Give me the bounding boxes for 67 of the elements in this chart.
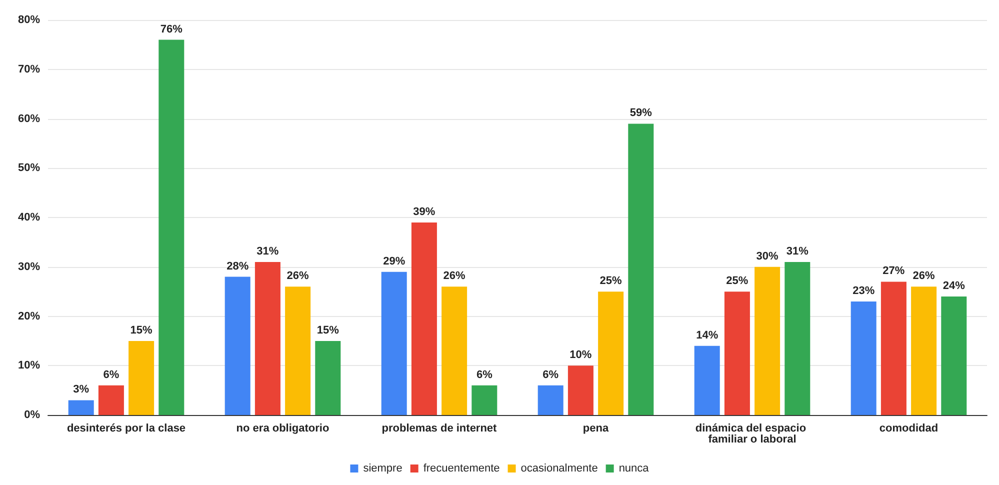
data-label: 27% [882, 265, 905, 278]
data-label: 24% [942, 280, 966, 292]
legend-label: siempre [363, 462, 402, 474]
data-label: 6% [476, 368, 493, 381]
bar [941, 296, 967, 415]
data-label: 76% [160, 23, 183, 36]
bar [315, 340, 341, 415]
x-tick-label: no era obligatorio [236, 422, 330, 434]
data-label: 59% [630, 107, 652, 120]
bar [628, 124, 654, 415]
bar [724, 292, 750, 415]
y-tick-label: 80% [18, 14, 40, 26]
data-label: 15% [316, 324, 340, 336]
data-label: 6% [542, 368, 559, 381]
data-label: 31% [256, 245, 279, 258]
bar [224, 276, 250, 415]
data-label: 31% [786, 245, 809, 258]
data-label: 14% [696, 329, 718, 342]
y-tick-label: 30% [18, 260, 40, 273]
data-label: 29% [383, 255, 406, 268]
bar [411, 222, 437, 415]
bar [850, 301, 876, 415]
y-tick-label: 40% [18, 212, 40, 224]
y-tick-label: 10% [18, 360, 40, 372]
bar [285, 286, 311, 415]
data-label: 23% [852, 284, 875, 297]
data-label: 26% [912, 270, 936, 282]
data-label: 25% [600, 275, 622, 288]
y-tick-label: 70% [18, 63, 40, 76]
data-label: 30% [756, 250, 779, 262]
y-tick-label: 50% [18, 162, 40, 174]
legend-label: frecuentemente [423, 462, 500, 474]
legend-label: ocasionalmente [520, 462, 598, 474]
x-tick-label: comodidad [879, 422, 938, 434]
data-label: 15% [130, 324, 153, 336]
data-label: 10% [570, 349, 592, 362]
bar [694, 346, 720, 415]
bar [880, 282, 906, 415]
x-tick-label: dinámica del espacio familiar o laboral [695, 422, 810, 446]
bar [381, 272, 407, 415]
data-label: 25% [726, 275, 748, 288]
bar [128, 340, 154, 415]
bar [568, 366, 594, 415]
data-label: 6% [103, 368, 120, 381]
bar [254, 262, 280, 415]
bar [98, 385, 124, 415]
bar [754, 266, 780, 415]
bar [158, 40, 184, 415]
data-label: 39% [413, 206, 436, 218]
data-label: 28% [226, 260, 249, 272]
bar [472, 385, 498, 415]
bar [911, 286, 937, 415]
bar [538, 385, 564, 415]
x-tick-label: desinterés por la clase [66, 422, 186, 434]
bar [784, 262, 810, 415]
data-label: 3% [73, 384, 90, 396]
data-label: 26% [286, 270, 310, 282]
bar [598, 292, 624, 415]
y-tick-label: 0% [24, 409, 40, 421]
y-tick-label: 20% [18, 310, 40, 322]
legend-label: nunca [618, 462, 650, 474]
y-tick-label: 60% [18, 112, 40, 125]
bar [68, 400, 94, 415]
x-tick-label: problemas de internet [382, 422, 498, 434]
bar [442, 286, 468, 415]
data-label: 26% [443, 270, 466, 282]
x-tick-label: pena [582, 422, 610, 434]
